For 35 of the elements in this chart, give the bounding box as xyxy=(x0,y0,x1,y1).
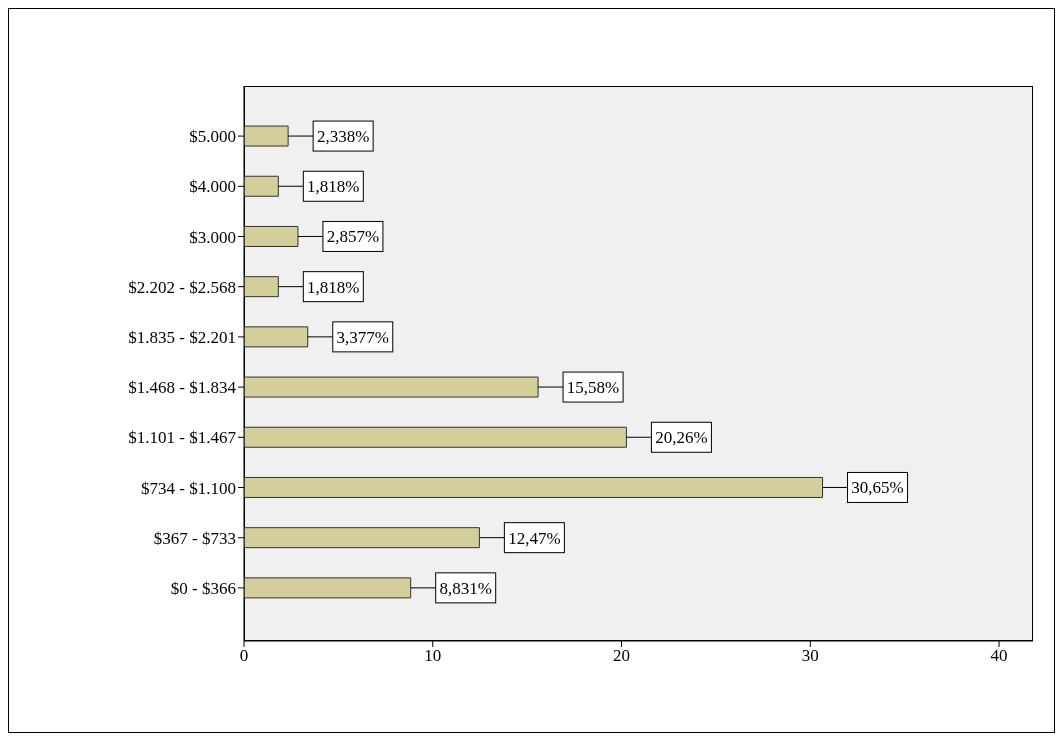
data-label: 12,47% xyxy=(508,528,561,548)
x-tick-label: 30 xyxy=(801,646,819,666)
bar xyxy=(244,426,627,448)
y-tick-label: $5.000 xyxy=(189,127,236,147)
data-label: 30,65% xyxy=(851,478,904,498)
y-tick-label: $367 - $733 xyxy=(153,528,236,548)
data-label: 15,58% xyxy=(566,378,620,398)
data-label: 8,831% xyxy=(439,578,492,598)
x-tick-label: 20 xyxy=(613,646,631,666)
bar xyxy=(244,276,279,298)
data-label: 2,857% xyxy=(326,227,380,247)
x-tick-label: 10 xyxy=(424,646,442,666)
bar xyxy=(244,527,480,549)
data-label: 3,377% xyxy=(336,327,389,347)
y-tick-label: $2.202 - $2.568 xyxy=(128,277,236,297)
y-tick-label: $1.835 - $2.201 xyxy=(128,327,236,347)
bar xyxy=(244,376,539,398)
y-tick-label: $734 - $1.100 xyxy=(141,478,236,498)
data-label: 2,338% xyxy=(316,127,370,147)
y-tick-label: $4.000 xyxy=(189,177,236,197)
y-tick-label: $1.468 - $1.834 xyxy=(128,378,237,398)
bar xyxy=(244,175,279,197)
bar xyxy=(244,577,412,599)
bar xyxy=(244,125,289,147)
y-tick-label: $0 - $366 xyxy=(170,578,236,598)
x-tick-label: 40 xyxy=(990,646,1008,666)
y-tick-label: $3.000 xyxy=(189,227,236,247)
data-label: 1,818% xyxy=(307,277,360,297)
x-tick-label: 0 xyxy=(239,646,249,666)
bar xyxy=(244,476,824,498)
bar xyxy=(244,225,299,247)
bar xyxy=(244,326,309,348)
data-label: 1,818% xyxy=(307,177,360,197)
data-label: 20,26% xyxy=(655,428,708,448)
y-tick-label: $1.101 - $1.467 xyxy=(128,428,237,448)
